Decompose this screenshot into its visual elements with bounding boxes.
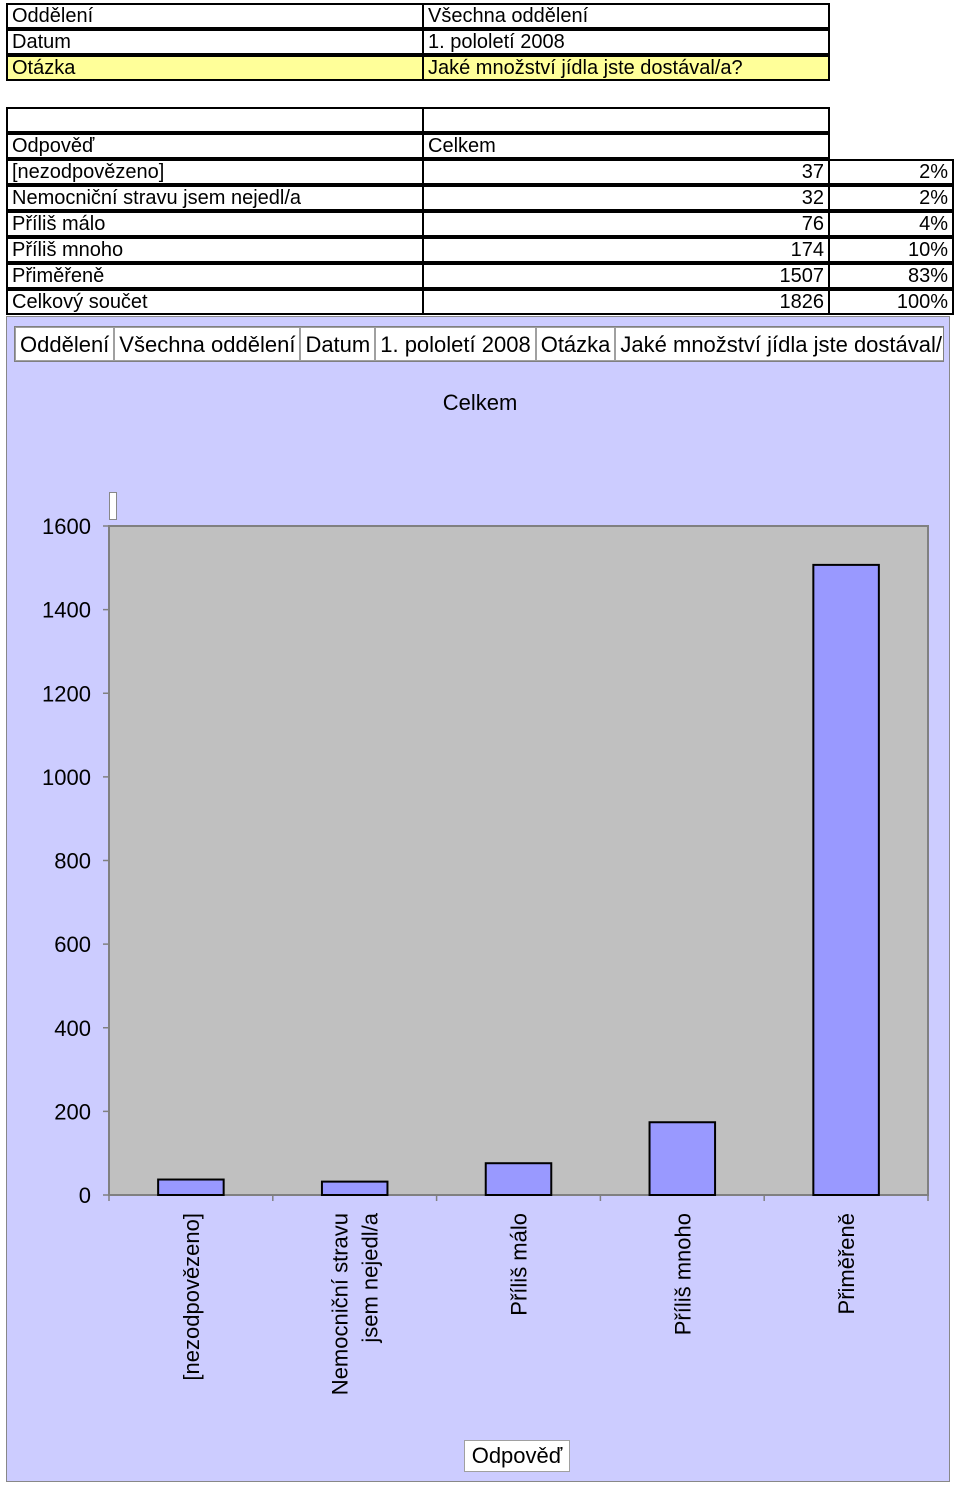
bar bbox=[484, 1162, 553, 1197]
header-value: 1. pololetí 2008 bbox=[422, 29, 830, 55]
pivot-field-button[interactable]: Oddělení bbox=[15, 327, 115, 361]
row-percent: 83% bbox=[828, 263, 954, 289]
bar bbox=[648, 1121, 717, 1196]
row-percent: 4% bbox=[828, 211, 954, 237]
y-tick-label: 1600 bbox=[42, 514, 91, 539]
y-tick-label: 800 bbox=[54, 849, 91, 874]
bar bbox=[812, 563, 880, 1196]
row-percent: 2% bbox=[828, 159, 954, 185]
y-tick-label: 400 bbox=[54, 1016, 91, 1041]
x-tick-label: Nemocniční stravu jsem nejedl/a bbox=[328, 1212, 383, 1395]
plot-area bbox=[108, 525, 929, 1196]
pivot-field-value[interactable]: Jaké množství jídla jste dostával/a? bbox=[615, 327, 943, 361]
blank-cell bbox=[422, 107, 830, 133]
pivot-field-bar: Oddělení Všechna oddělení Datum 1. pololetí… bbox=[14, 326, 944, 362]
pivot-field-button[interactable]: Datum bbox=[300, 327, 376, 361]
y-tick-label: 1000 bbox=[42, 765, 91, 790]
header-value: Jaké množství jídla jste dostával/a? bbox=[422, 55, 830, 81]
series-drop-handle[interactable] bbox=[109, 492, 117, 520]
bar bbox=[320, 1180, 389, 1196]
row-percent: 2% bbox=[828, 185, 954, 211]
x-tick-label: [nezodpovězeno] bbox=[179, 1213, 204, 1381]
pivot-field-button[interactable]: Otázka bbox=[535, 327, 616, 361]
x-axis-field-button[interactable]: Odpověď bbox=[464, 1440, 570, 1472]
x-tick-label: Příliš málo bbox=[507, 1213, 532, 1316]
y-tick-label: 0 bbox=[79, 1183, 91, 1208]
x-tick-label-line: jsem nejedl/a bbox=[358, 1212, 383, 1343]
x-tick-label-line: Příliš mnoho bbox=[670, 1213, 695, 1335]
x-tick-label-line: [nezodpovězeno] bbox=[179, 1213, 204, 1381]
bar bbox=[157, 1178, 225, 1197]
pivot-field-value[interactable]: Všechna oddělení bbox=[114, 327, 301, 361]
chart-title: Celkem bbox=[442, 390, 518, 415]
y-tick-label: 1400 bbox=[42, 598, 91, 623]
pivot-field-value[interactable]: 1. pololetí 2008 bbox=[375, 327, 536, 361]
x-tick-label-line: Nemocniční stravu bbox=[328, 1213, 353, 1395]
x-tick-label-line: Příliš málo bbox=[507, 1213, 532, 1316]
column-header: Celkem bbox=[422, 133, 830, 159]
x-tick-label: Přiměřeně bbox=[834, 1213, 859, 1314]
row-percent: 100% bbox=[828, 289, 954, 315]
header-value: Všechna oddělení bbox=[422, 3, 830, 29]
header-label: Otázka bbox=[6, 55, 424, 81]
y-tick-label: 200 bbox=[54, 1099, 91, 1124]
y-tick-label: 600 bbox=[54, 932, 91, 957]
x-tick-label: Příliš mnoho bbox=[670, 1213, 695, 1335]
x-tick-label-line: Přiměřeně bbox=[834, 1213, 859, 1314]
y-tick-label: 1200 bbox=[42, 681, 91, 706]
row-percent: 10% bbox=[828, 237, 954, 263]
